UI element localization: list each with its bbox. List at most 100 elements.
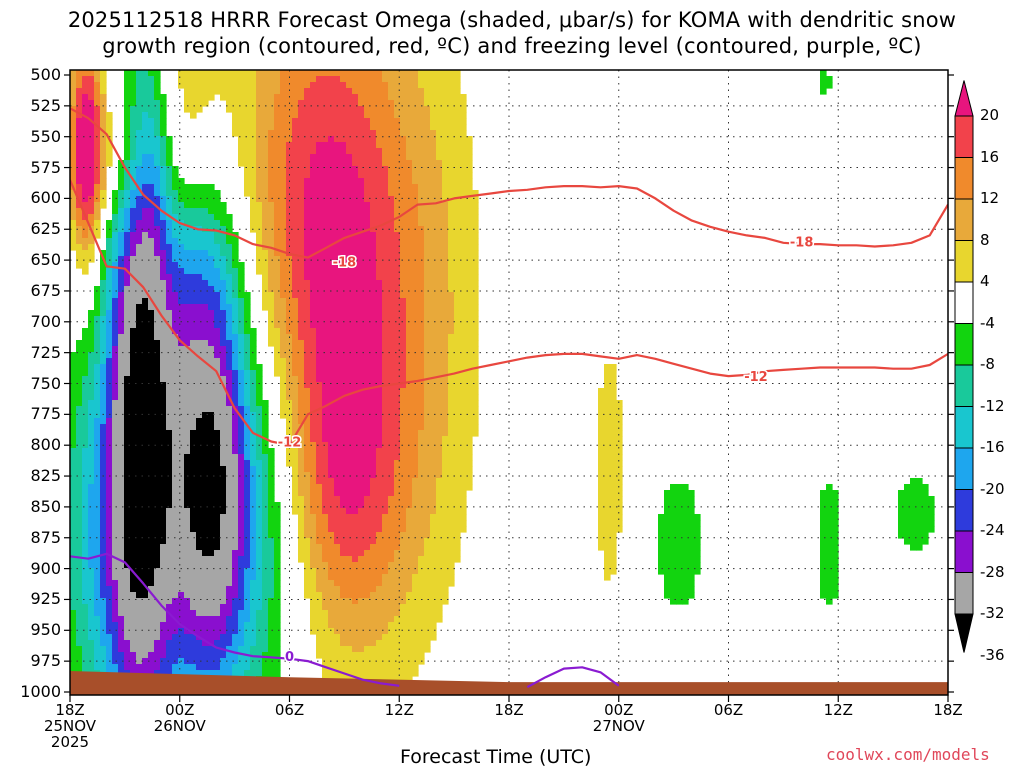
omega-cell	[922, 502, 929, 509]
omega-cell	[358, 394, 365, 401]
omega-cell	[316, 166, 323, 173]
omega-cell	[928, 496, 935, 503]
omega-cell	[610, 472, 617, 479]
omega-cell	[322, 466, 329, 473]
omega-cell	[304, 466, 311, 473]
omega-cell	[166, 412, 173, 419]
omega-cell	[322, 220, 329, 227]
omega-cell	[118, 280, 125, 287]
omega-cell	[364, 352, 371, 359]
omega-cell	[328, 514, 335, 521]
omega-cell	[376, 178, 383, 185]
omega-cell	[436, 316, 443, 323]
omega-cell	[418, 256, 425, 263]
omega-cell	[172, 472, 179, 479]
omega-cell	[352, 274, 359, 281]
omega-cell	[178, 466, 185, 473]
omega-cell	[610, 490, 617, 497]
omega-cell	[304, 202, 311, 209]
omega-cell	[382, 364, 389, 371]
omega-cell	[154, 100, 161, 107]
omega-cell	[436, 472, 443, 479]
omega-cell	[820, 88, 827, 95]
omega-cell	[328, 328, 335, 335]
omega-cell	[910, 484, 917, 491]
omega-cell	[172, 376, 179, 383]
omega-cell	[142, 136, 149, 143]
omega-cell	[208, 316, 215, 323]
omega-cell	[316, 232, 323, 239]
omega-cell	[172, 166, 179, 173]
omega-cell	[304, 376, 311, 383]
omega-cell	[424, 298, 431, 305]
omega-cell	[208, 310, 215, 317]
omega-cell	[262, 112, 269, 119]
omega-cell	[316, 412, 323, 419]
omega-cell	[310, 280, 317, 287]
omega-cell	[184, 274, 191, 281]
omega-cell	[388, 340, 395, 347]
omega-cell	[442, 454, 449, 461]
omega-cell	[172, 340, 179, 347]
omega-cell	[472, 298, 479, 305]
omega-cell	[238, 382, 245, 389]
omega-cell	[664, 520, 671, 527]
omega-cell	[262, 88, 269, 95]
omega-cell	[268, 472, 275, 479]
omega-cell	[100, 298, 107, 305]
omega-cell	[124, 532, 131, 539]
omega-cell	[454, 346, 461, 353]
omega-cell	[442, 190, 449, 197]
omega-cell	[190, 508, 197, 515]
omega-cell	[268, 112, 275, 119]
omega-cell	[454, 508, 461, 515]
omega-cell	[412, 154, 419, 161]
omega-cell	[196, 310, 203, 317]
omega-cell	[334, 250, 341, 257]
omega-cell	[388, 370, 395, 377]
omega-cell	[184, 496, 191, 503]
omega-cell	[100, 364, 107, 371]
omega-cell	[424, 520, 431, 527]
omega-cell	[406, 466, 413, 473]
omega-cell	[154, 196, 161, 203]
omega-cell	[124, 172, 131, 179]
omega-cell	[316, 346, 323, 353]
omega-cell	[220, 310, 227, 317]
omega-cell	[412, 490, 419, 497]
omega-cell	[256, 400, 263, 407]
omega-cell	[604, 490, 611, 497]
omega-cell	[238, 70, 245, 77]
omega-cell	[202, 274, 209, 281]
omega-cell	[406, 136, 413, 143]
omega-cell	[376, 508, 383, 515]
omega-cell	[88, 130, 95, 137]
omega-cell	[112, 310, 119, 317]
omega-cell	[178, 412, 185, 419]
omega-cell	[148, 160, 155, 167]
omega-cell	[346, 442, 353, 449]
omega-cell	[670, 496, 677, 503]
omega-cell	[106, 142, 113, 149]
omega-cell	[118, 208, 125, 215]
omega-cell	[376, 358, 383, 365]
omega-cell	[136, 118, 143, 125]
omega-cell	[358, 280, 365, 287]
omega-cell	[310, 406, 317, 413]
omega-cell	[88, 472, 95, 479]
omega-cell	[274, 514, 281, 521]
omega-cell	[100, 490, 107, 497]
omega-cell	[400, 76, 407, 83]
omega-cell	[304, 436, 311, 443]
omega-cell	[598, 442, 605, 449]
omega-cell	[298, 340, 305, 347]
omega-cell	[370, 106, 377, 113]
omega-cell	[76, 526, 83, 533]
omega-cell	[286, 430, 293, 437]
omega-cell	[454, 412, 461, 419]
omega-cell	[178, 340, 185, 347]
omega-cell	[400, 256, 407, 263]
omega-cell	[616, 484, 623, 491]
omega-cell	[466, 292, 473, 299]
omega-cell	[400, 310, 407, 317]
